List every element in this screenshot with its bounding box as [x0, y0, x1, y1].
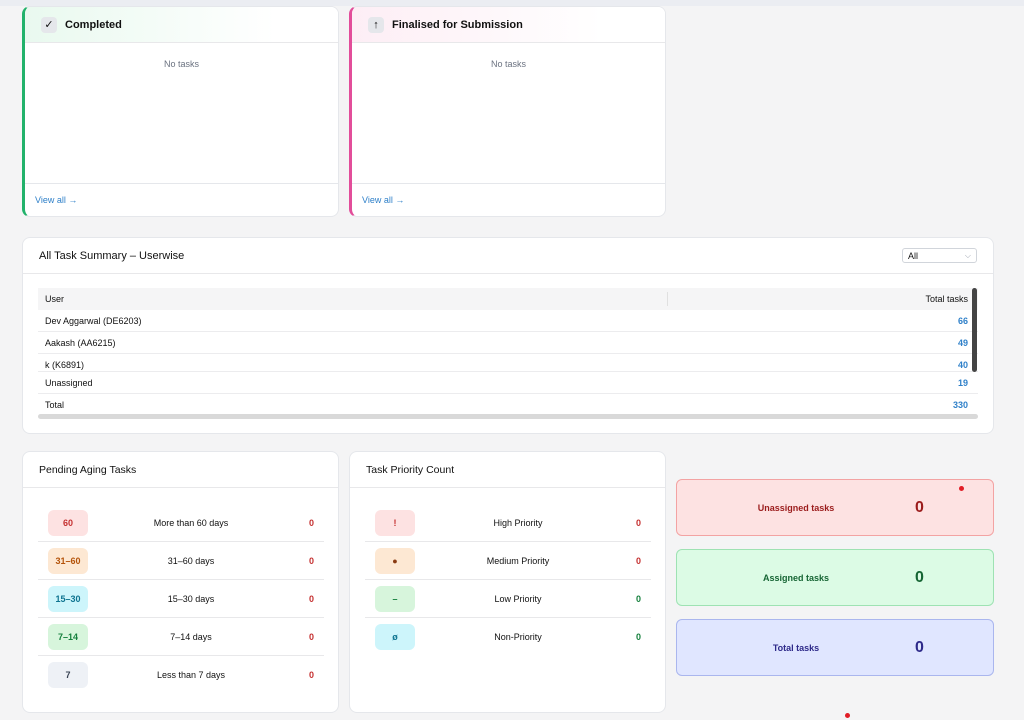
aging-label: Less than 7 days [156, 670, 226, 680]
table-row: Unassigned 19 [38, 372, 978, 394]
pending-aging-card: Pending Aging Tasks 60 More than 60 days 0… [22, 451, 339, 713]
priority-row[interactable]: ! High Priority 0 [365, 504, 651, 542]
aging-label: More than 60 days [153, 517, 229, 528]
priority-count: 0 [635, 555, 641, 566]
table-row-total: Total 330 [38, 394, 978, 416]
row-total-link[interactable]: 66 [957, 315, 968, 326]
table-row: k (K6891) 40 [38, 354, 978, 372]
task-summary-table: User Total tasks Dev Aggarwal (DE6203) 6… [38, 288, 978, 416]
aging-list: 60 More than 60 days 0 31–60 31–60 days 0 15–3… [38, 504, 324, 694]
checkmark-icon: ✓ [41, 16, 57, 33]
pending-aging-title: Pending Aging Tasks [23, 452, 338, 488]
total-tasks-stat[interactable]: Total tasks 0 [676, 619, 994, 676]
task-summary-card: All Task Summary – Userwise All ⌵ User T… [22, 237, 994, 434]
aging-label: 31–60 days [167, 555, 215, 566]
task-summary-title: All Task Summary – Userwise [39, 249, 185, 262]
aging-count: 0 [308, 593, 314, 604]
row-user: Dev Aggarwal (DE6203) [45, 315, 142, 326]
priority-label: Low Priority [494, 593, 542, 604]
finalised-title: Finalised for Submission [392, 18, 523, 31]
column-header-user[interactable]: User [38, 292, 668, 306]
aging-row[interactable]: 7–14 7–14 days 0 [38, 618, 324, 656]
user-filter-value: All [908, 250, 919, 261]
completed-title: Completed [65, 18, 122, 31]
stat-value: 0 [915, 498, 924, 516]
aging-count: 0 [308, 670, 314, 680]
row-user: Unassigned [45, 377, 93, 388]
aging-badge: 15–30 [48, 585, 88, 612]
table-header: User Total tasks [38, 288, 978, 310]
priority-badge: ● [375, 547, 415, 574]
stat-value: 0 [915, 568, 924, 586]
priority-count: 0 [635, 593, 641, 604]
aging-row[interactable]: 15–30 15–30 days 0 [38, 580, 324, 618]
row-user: Aakash (AA6215) [45, 337, 116, 348]
priority-badge: ! [375, 509, 415, 536]
task-priority-card: Task Priority Count ! High Priority 0 ● Medi… [349, 451, 666, 713]
completed-empty-text: No tasks [25, 43, 338, 184]
aging-label: 7–14 days [170, 631, 212, 642]
row-user: k (K6891) [45, 360, 85, 370]
finalised-view-all-link[interactable]: View all → [362, 195, 405, 205]
priority-list: ! High Priority 0 ● Medium Priority 0 – Low Pri… [365, 504, 651, 656]
horizontal-scrollbar[interactable] [38, 414, 978, 419]
priority-label: High Priority [493, 517, 543, 528]
row-user: Total [45, 400, 65, 410]
priority-count: 0 [635, 632, 641, 642]
aging-count: 0 [308, 631, 314, 642]
aging-badge: 31–60 [48, 547, 88, 574]
aging-row[interactable]: 60 More than 60 days 0 [38, 504, 324, 542]
finalised-card: ↑ Finalised for Submission No tasks View… [349, 6, 666, 217]
completed-card: ✓ Completed No tasks View all → [22, 6, 339, 217]
task-summary-header: All Task Summary – Userwise All ⌵ [23, 238, 993, 274]
completed-view-all-link[interactable]: View all → [35, 195, 78, 205]
stat-label: Unassigned tasks [757, 502, 835, 513]
aging-row[interactable]: 7 Less than 7 days 0 [38, 656, 324, 694]
stat-label: Total tasks [772, 642, 820, 653]
table-row: Aakash (AA6215) 49 [38, 332, 978, 354]
aging-count: 0 [308, 517, 314, 528]
priority-label: Medium Priority [486, 555, 550, 566]
aging-label: 15–30 days [167, 593, 215, 604]
row-total-link[interactable]: 40 [957, 360, 968, 370]
unassigned-tasks-stat[interactable]: Unassigned tasks 0 [676, 479, 994, 536]
priority-row[interactable]: – Low Priority 0 [365, 580, 651, 618]
aging-badge: 7–14 [48, 623, 88, 650]
notification-dot [845, 713, 850, 718]
priority-badge: – [375, 585, 415, 612]
row-total-link[interactable]: 49 [957, 337, 968, 348]
user-filter-select[interactable]: All ⌵ [902, 248, 977, 263]
arrow-up-icon: ↑ [368, 16, 384, 33]
assigned-tasks-stat[interactable]: Assigned tasks 0 [676, 549, 994, 606]
chevron-down-icon: ⌵ [964, 250, 971, 260]
priority-label: Non-Priority [494, 632, 542, 642]
stat-label: Assigned tasks [762, 572, 830, 583]
aging-row[interactable]: 31–60 31–60 days 0 [38, 542, 324, 580]
stat-value: 0 [915, 638, 924, 656]
top-strip [0, 0, 1024, 6]
vertical-scrollbar[interactable] [972, 288, 977, 372]
priority-row[interactable]: ø Non-Priority 0 [365, 618, 651, 656]
finalised-empty-text: No tasks [352, 43, 665, 184]
column-header-total-tasks[interactable]: Total tasks [925, 294, 968, 304]
row-total-link[interactable]: 330 [952, 400, 968, 410]
priority-badge: ø [375, 624, 415, 650]
row-total-link[interactable]: 19 [957, 377, 968, 388]
priority-row[interactable]: ● Medium Priority 0 [365, 542, 651, 580]
aging-badge: 60 [48, 509, 88, 536]
task-priority-title: Task Priority Count [350, 452, 665, 488]
completed-card-header: ✓ Completed [25, 7, 338, 43]
priority-count: 0 [635, 517, 641, 528]
notification-dot [959, 486, 964, 491]
finalised-card-header: ↑ Finalised for Submission [352, 7, 665, 43]
aging-count: 0 [308, 555, 314, 566]
aging-badge: 7 [48, 662, 88, 688]
table-row: Dev Aggarwal (DE6203) 66 [38, 310, 978, 332]
